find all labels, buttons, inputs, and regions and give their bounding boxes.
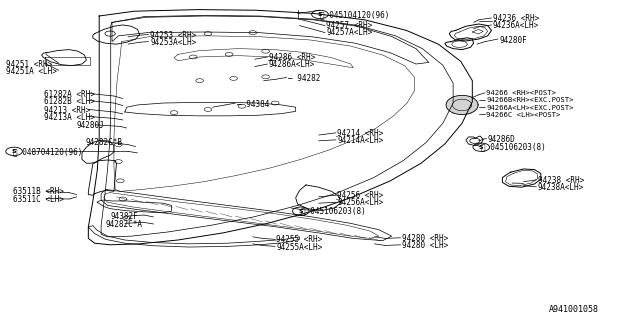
Text: 94256 <RH>: 94256 <RH> — [337, 191, 383, 200]
Text: 94257A<LH>: 94257A<LH> — [326, 28, 372, 37]
Text: 63511C <LH>: 63511C <LH> — [13, 195, 63, 204]
Text: 61282A <RH>: 61282A <RH> — [44, 90, 94, 99]
Text: 94253A<LH>: 94253A<LH> — [150, 38, 196, 47]
Text: 94255 <RH>: 94255 <RH> — [276, 236, 323, 244]
Text: Ⓜ 048704120(96): Ⓜ 048704120(96) — [13, 147, 82, 156]
Text: S: S — [12, 149, 17, 154]
Text: 94257 <RH>: 94257 <RH> — [326, 21, 372, 30]
Text: Ⓜ 045106203(8): Ⓜ 045106203(8) — [301, 207, 365, 216]
Text: Ⓜ 045104120(96): Ⓜ 045104120(96) — [320, 10, 389, 19]
Text: 94253 <RH>: 94253 <RH> — [150, 31, 196, 40]
Text: 94213A <LH>: 94213A <LH> — [44, 113, 94, 122]
Text: 94286 <RH>: 94286 <RH> — [269, 53, 315, 62]
Text: 94382F: 94382F — [110, 212, 138, 221]
Text: 94266 <RH><POST>: 94266 <RH><POST> — [486, 91, 556, 96]
Text: 94266A<LH><EXC.POST>: 94266A<LH><EXC.POST> — [486, 105, 574, 110]
Text: 94214 <RH>: 94214 <RH> — [337, 129, 383, 138]
Text: 94256A<LH>: 94256A<LH> — [337, 198, 383, 207]
Text: 94213 <RH>: 94213 <RH> — [44, 106, 90, 115]
Text: 94286D: 94286D — [488, 135, 515, 144]
Text: 61282B <LH>: 61282B <LH> — [44, 97, 94, 106]
Text: 63511B <RH>: 63511B <RH> — [13, 188, 63, 196]
Text: 94266B<RH><EXC.POST>: 94266B<RH><EXC.POST> — [486, 98, 574, 103]
Text: 94280 <RH>: 94280 <RH> — [402, 234, 448, 243]
Text: A941001058: A941001058 — [549, 305, 599, 314]
Text: 94238A<LH>: 94238A<LH> — [538, 183, 584, 192]
Text: ― 94384: ― 94384 — [237, 100, 269, 108]
Text: 94280F: 94280F — [499, 36, 527, 44]
Text: 94251A <LH>: 94251A <LH> — [6, 67, 57, 76]
Text: 94255A<LH>: 94255A<LH> — [276, 243, 323, 252]
Text: S: S — [479, 145, 484, 150]
Text: 94238 <RH>: 94238 <RH> — [538, 176, 584, 185]
Text: 94280J: 94280J — [77, 121, 104, 130]
Text: 94251 <RH>: 94251 <RH> — [6, 60, 52, 68]
Text: S: S — [317, 12, 323, 17]
Text: 94214A<LH>: 94214A<LH> — [337, 136, 383, 145]
Text: 94282C*B: 94282C*B — [85, 138, 122, 147]
Text: S: S — [298, 209, 303, 214]
Text: 94236 <RH>: 94236 <RH> — [493, 14, 539, 23]
Text: 94282C*A: 94282C*A — [106, 220, 143, 229]
Text: 94286A<LH>: 94286A<LH> — [269, 60, 315, 69]
Text: Ⓜ 045106203(8): Ⓜ 045106203(8) — [481, 143, 546, 152]
Text: 94266C <LH><POST>: 94266C <LH><POST> — [486, 112, 561, 117]
Text: ― 94282: ― 94282 — [288, 74, 321, 83]
Text: 94236A<LH>: 94236A<LH> — [493, 21, 539, 30]
Text: 94280 <LH>: 94280 <LH> — [402, 241, 448, 250]
